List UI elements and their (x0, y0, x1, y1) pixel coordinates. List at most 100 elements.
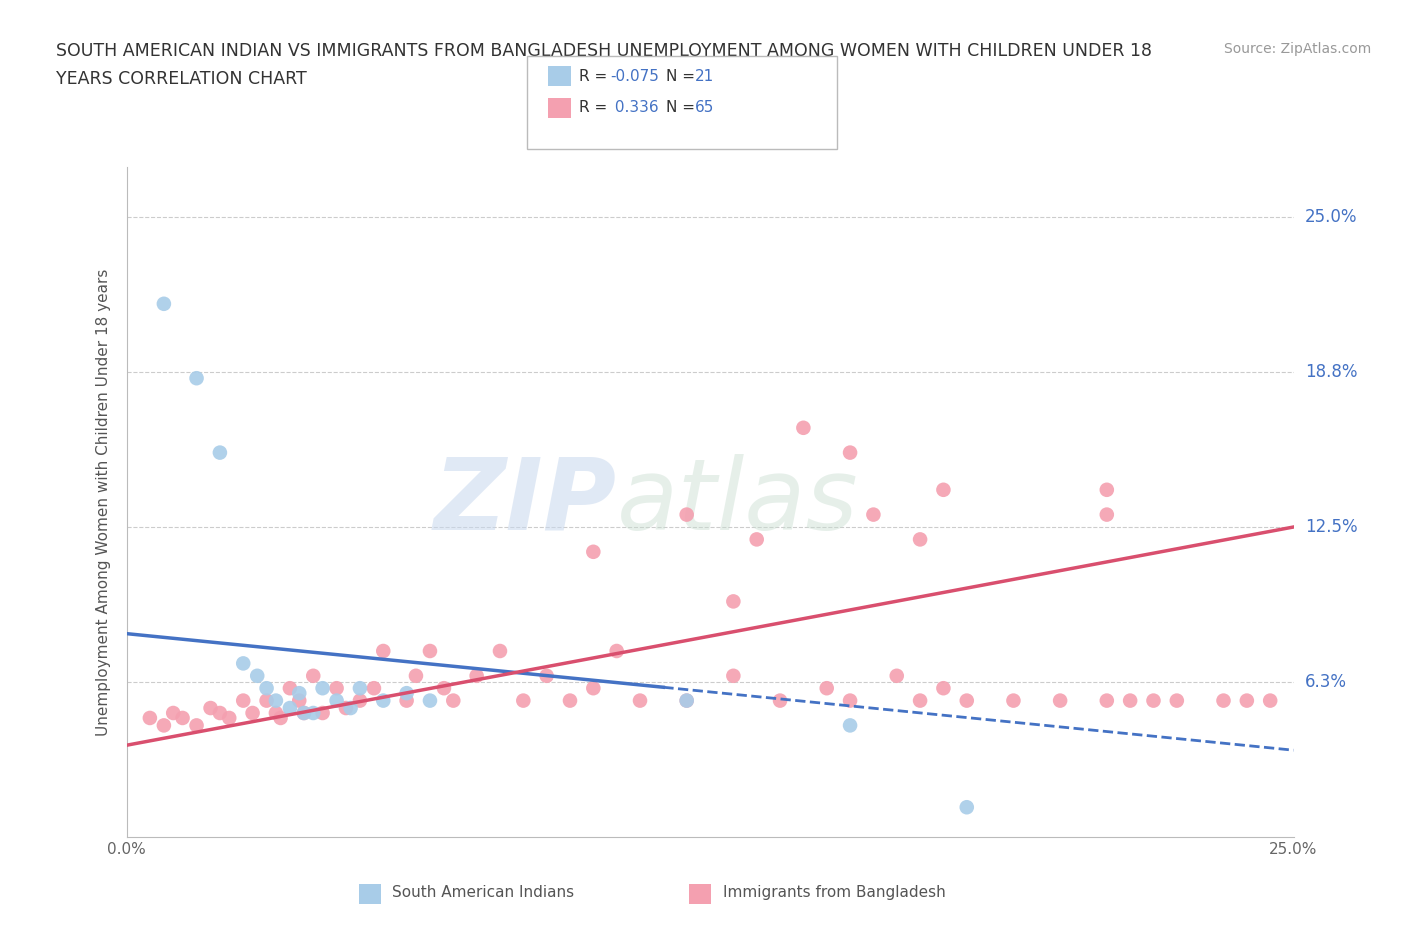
Point (311, 681, 333, 696)
Point (264, 693, 287, 708)
Point (815, 681, 838, 696)
Point (256, 681, 278, 696)
Point (405, 669, 427, 684)
Point (886, 669, 908, 684)
Point (335, 700, 357, 715)
Point (1095, 507, 1118, 522)
Text: -0.075: -0.075 (610, 69, 659, 84)
Point (270, 711, 292, 725)
Point (628, 693, 651, 708)
Point (172, 711, 194, 725)
Point (256, 693, 278, 708)
Text: 12.5%: 12.5% (1305, 518, 1357, 536)
Point (200, 700, 222, 715)
Text: R =: R = (579, 69, 613, 84)
Point (186, 371, 208, 386)
Point (675, 507, 697, 522)
Point (1002, 693, 1025, 708)
Point (839, 445, 862, 460)
Point (1095, 693, 1118, 708)
Point (1119, 693, 1142, 708)
Point (349, 681, 371, 696)
Point (956, 693, 979, 708)
Point (292, 706, 315, 721)
Text: N =: N = (666, 69, 700, 84)
Point (288, 685, 311, 700)
Point (278, 681, 301, 696)
Point (395, 685, 418, 700)
Point (433, 681, 456, 696)
Text: SOUTH AMERICAN INDIAN VS IMMIGRANTS FROM BANGLADESH UNEMPLOYMENT AMONG WOMEN WIT: SOUTH AMERICAN INDIAN VS IMMIGRANTS FROM… (56, 42, 1153, 60)
Point (862, 507, 884, 522)
Text: R =: R = (579, 100, 613, 115)
Point (932, 681, 955, 696)
Point (675, 693, 697, 708)
Text: South American Indians: South American Indians (392, 885, 575, 900)
Point (292, 706, 315, 721)
Point (956, 800, 979, 815)
Point (839, 718, 862, 733)
Text: Immigrants from Bangladesh: Immigrants from Bangladesh (723, 885, 945, 900)
Point (373, 693, 395, 708)
Point (139, 711, 162, 725)
Text: YEARS CORRELATION CHART: YEARS CORRELATION CHART (56, 70, 307, 87)
Point (419, 693, 441, 708)
Point (302, 669, 325, 684)
Point (606, 644, 628, 658)
Point (186, 718, 208, 733)
Point (675, 693, 697, 708)
Point (218, 711, 240, 725)
Point (339, 700, 361, 715)
Point (582, 544, 605, 559)
Point (441, 693, 464, 708)
Point (264, 706, 287, 721)
Point (278, 700, 301, 715)
Point (242, 706, 264, 721)
Point (419, 644, 441, 658)
Point (311, 706, 333, 721)
Point (395, 693, 418, 708)
Point (153, 718, 176, 733)
Point (288, 693, 311, 708)
Point (512, 693, 534, 708)
Text: 0.336: 0.336 (610, 100, 659, 115)
Point (908, 693, 931, 708)
Point (1212, 693, 1234, 708)
Y-axis label: Unemployment Among Women with Children Under 18 years: Unemployment Among Women with Children U… (96, 269, 111, 736)
Point (769, 693, 792, 708)
Text: 25.0%: 25.0% (1305, 208, 1357, 226)
Text: 65: 65 (695, 100, 714, 115)
Point (208, 445, 231, 460)
Point (723, 594, 745, 609)
Point (363, 681, 385, 696)
Point (558, 693, 581, 708)
Point (1049, 693, 1071, 708)
Text: 18.8%: 18.8% (1305, 363, 1357, 381)
Point (536, 669, 558, 684)
Point (1095, 483, 1118, 498)
Text: 6.3%: 6.3% (1305, 673, 1347, 691)
Point (465, 669, 488, 684)
Point (839, 693, 862, 708)
Point (349, 693, 371, 708)
Point (489, 644, 512, 658)
Point (232, 693, 254, 708)
Point (1258, 693, 1281, 708)
Text: N =: N = (666, 100, 700, 115)
Text: 21: 21 (695, 69, 714, 84)
Point (908, 532, 931, 547)
Point (1166, 693, 1188, 708)
Point (1236, 693, 1258, 708)
Text: Source: ZipAtlas.com: Source: ZipAtlas.com (1223, 42, 1371, 56)
Point (302, 706, 325, 721)
Point (153, 297, 176, 312)
Point (1142, 693, 1164, 708)
Point (208, 706, 231, 721)
Point (373, 644, 395, 658)
Point (582, 681, 605, 696)
Point (246, 669, 269, 684)
Point (162, 706, 184, 721)
Point (325, 693, 347, 708)
Point (792, 420, 814, 435)
Point (745, 532, 768, 547)
